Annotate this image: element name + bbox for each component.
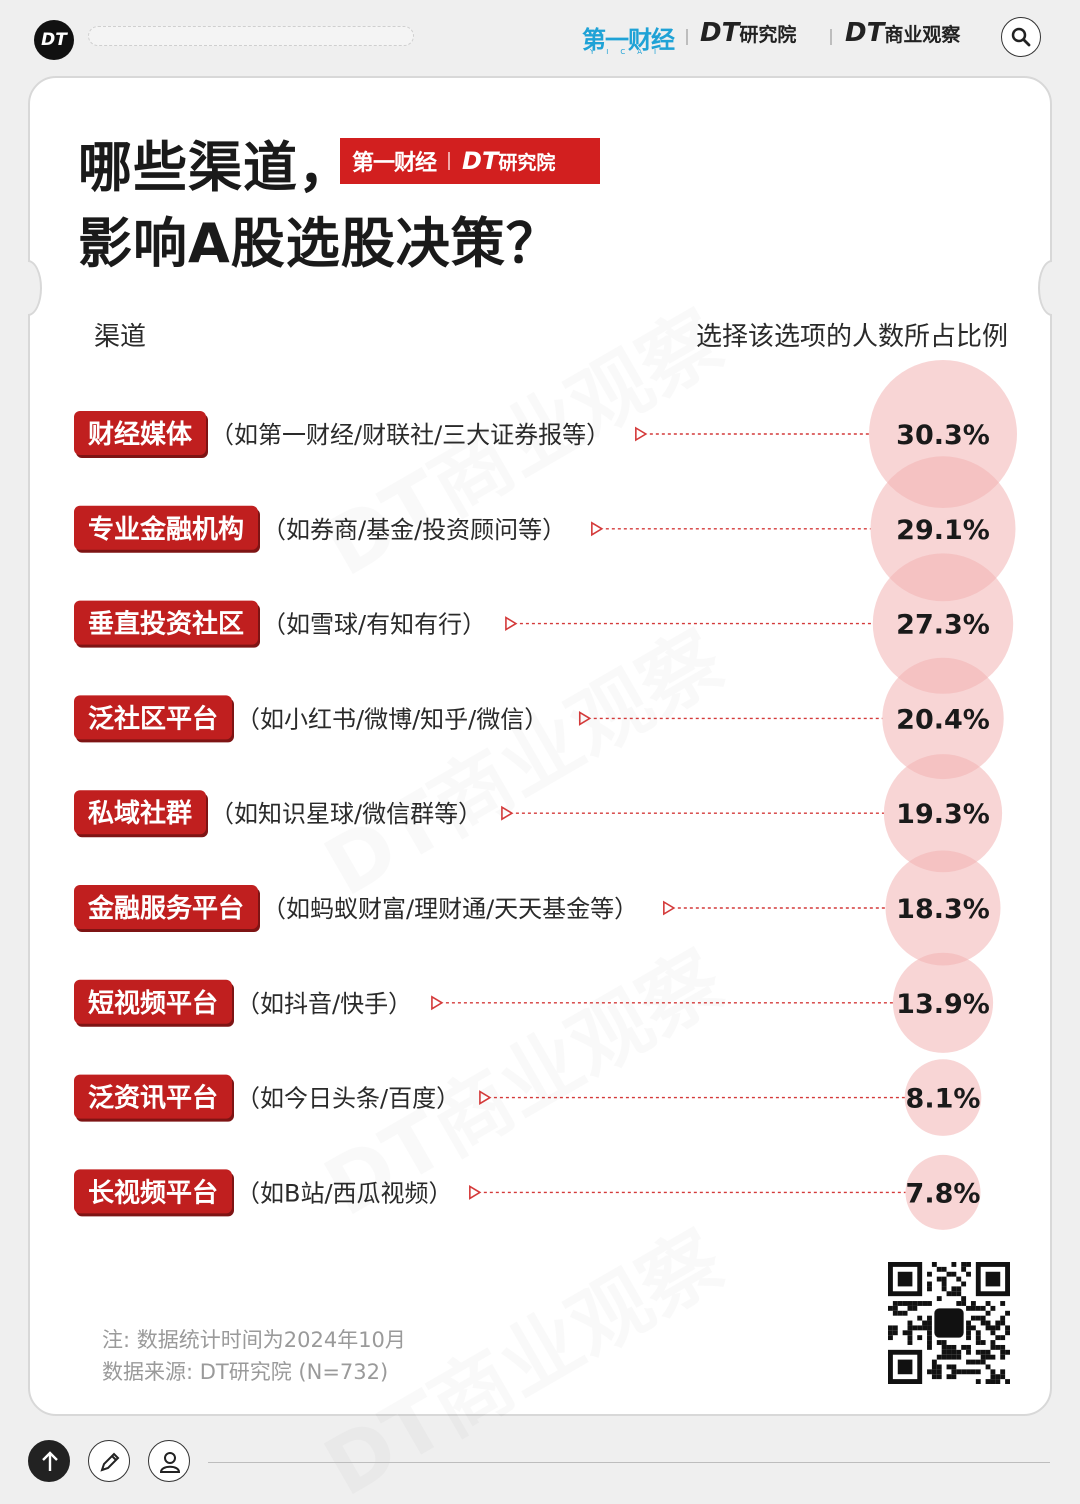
channel-name: 专业金融机构 — [88, 514, 244, 545]
value-label: 7.8% — [906, 1178, 981, 1209]
page-title: 哪些渠道， 影响A股选股决策？ — [78, 130, 561, 282]
scroll-top-button[interactable] — [28, 1440, 70, 1482]
brand-dt-research-suffix: 研究院 — [739, 24, 797, 46]
brand-yicai-sub: YICAI — [590, 48, 669, 56]
brand-separator — [686, 29, 688, 45]
value-label: 29.1% — [896, 515, 990, 546]
column-header-channel: 渠道 — [94, 322, 147, 352]
channel-tag — [74, 1074, 232, 1119]
badge-dt-prefix: DT — [462, 147, 499, 175]
column-header-ratio: 选择该选项的人数所占比例 — [695, 322, 1008, 352]
note-source: 数据来源: DT研究院 (N=732) — [102, 1360, 389, 1384]
profile-button[interactable] — [148, 1440, 190, 1482]
bottom-toolbar — [0, 1422, 1080, 1504]
leader-arrow — [501, 805, 514, 821]
channel-tag — [74, 1169, 232, 1214]
channel-name: 垂直投资社区 — [88, 609, 244, 640]
bubble-8 — [905, 1154, 981, 1230]
value-label: 13.9% — [896, 989, 990, 1020]
bubble-5 — [885, 850, 1001, 966]
brand-yicai-text: 第一财经 — [582, 26, 675, 54]
bubble-7 — [904, 1059, 982, 1136]
leader-arrow — [469, 1184, 482, 1200]
title-brand-badge: 第一财经 DT研究院 — [340, 138, 600, 184]
value-label: 19.3% — [896, 799, 990, 830]
channel-name: 财经媒体 — [88, 419, 193, 450]
bubble-6 — [892, 952, 994, 1053]
brand-separator — [830, 29, 832, 45]
leader-arrow — [663, 900, 676, 916]
toolbar-divider — [208, 1462, 1050, 1463]
brand-dt-observe-prefix: DT — [845, 18, 885, 48]
channel-description: （如B站/西瓜视频） — [236, 1179, 453, 1207]
channel-tag — [74, 979, 232, 1024]
channel-name: 私域社群 — [88, 798, 192, 829]
brand-dt-observe-suffix: 商业观察 — [884, 24, 961, 46]
badge-separator — [448, 152, 451, 170]
title-line-2: 影响A股选股决策？ — [78, 212, 561, 275]
channel-name: 泛资讯平台 — [88, 1083, 218, 1114]
channel-tag — [74, 411, 206, 455]
badge-dt-research: DT研究院 — [462, 147, 555, 175]
leader-arrow — [479, 1090, 492, 1106]
bubble-3 — [882, 657, 1004, 780]
channel-name: 短视频平台 — [88, 988, 218, 1019]
dt-logo[interactable]: DT — [34, 20, 74, 60]
search-button[interactable] — [1001, 17, 1041, 57]
channel-name: 泛社区平台 — [88, 703, 218, 734]
channel-name: 金融服务平台 — [87, 893, 244, 924]
arrow-up-icon — [42, 1451, 58, 1471]
pencil-icon — [100, 1452, 120, 1472]
top-search-pill[interactable] — [88, 26, 414, 46]
channel-description: （如知识星球/微信群等） — [210, 800, 482, 828]
brand-dt-research-prefix: DT — [700, 18, 740, 48]
leader-arrow — [591, 521, 604, 537]
title-line-1: 哪些渠道， — [78, 136, 353, 199]
value-label: 18.3% — [896, 894, 990, 925]
leader-arrow — [431, 995, 444, 1011]
value-label: 30.3% — [896, 420, 990, 451]
brand-dt-observe: DT商业观察 — [845, 18, 960, 48]
channel-description: （如抖音/快手） — [236, 990, 412, 1018]
channel-tag — [74, 695, 232, 740]
search-icon — [1011, 27, 1031, 47]
value-label: 8.1% — [906, 1084, 981, 1115]
edit-button[interactable] — [88, 1440, 130, 1482]
channel-tag — [74, 505, 258, 550]
channel-tag — [74, 885, 258, 929]
channel-description: （如蚂蚁财富/理财通/天天基金等） — [262, 895, 638, 923]
value-label: 20.4% — [896, 704, 990, 735]
note-date: 注: 数据统计时间为2024年10月 — [102, 1328, 406, 1352]
channel-name: 长视频平台 — [88, 1177, 218, 1208]
channel-description: （如小红书/微博/知乎/微信） — [236, 705, 548, 733]
bubble-2 — [872, 553, 1014, 694]
badge-yicai: 第一财经 — [352, 151, 437, 176]
bubble-4 — [883, 754, 1003, 873]
channel-description: （如第一财经/财联社/三大证券报等） — [210, 421, 610, 449]
brand-dt-research: DT研究院 — [700, 18, 796, 48]
channel-description: （如雪球/有知有行） — [262, 611, 486, 639]
leader-arrow — [578, 710, 592, 726]
leader-arrow — [505, 616, 518, 632]
badge-dt-suffix: 研究院 — [498, 152, 556, 174]
value-label: 27.3% — [896, 610, 990, 641]
top-bar: DT 第一财经 YICAI DT研究院 DT商业观察 — [0, 0, 1080, 78]
channel-tag — [74, 790, 206, 835]
channel-description: （如券商/基金/投资顾问等） — [262, 516, 566, 544]
qr-code — [888, 1262, 1010, 1384]
user-icon — [159, 1452, 181, 1473]
channel-tag — [74, 600, 258, 645]
brand-yicai: 第一财经 YICAI — [582, 20, 675, 56]
leader-arrow — [635, 426, 648, 442]
channel-description: （如今日头条/百度） — [236, 1085, 460, 1113]
